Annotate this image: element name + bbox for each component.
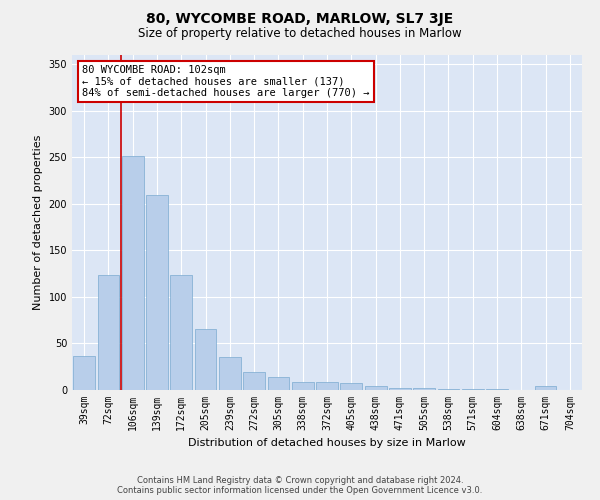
Bar xyxy=(146,194,168,390)
Bar xyxy=(316,382,338,390)
Bar xyxy=(122,156,143,390)
Bar xyxy=(73,356,95,390)
Text: 80, WYCOMBE ROAD, MARLOW, SL7 3JE: 80, WYCOMBE ROAD, MARLOW, SL7 3JE xyxy=(146,12,454,26)
Bar xyxy=(365,386,386,390)
Text: Contains HM Land Registry data © Crown copyright and database right 2024.
Contai: Contains HM Land Registry data © Crown c… xyxy=(118,476,482,495)
Bar xyxy=(219,358,241,390)
Bar xyxy=(462,389,484,390)
Bar xyxy=(340,382,362,390)
Y-axis label: Number of detached properties: Number of detached properties xyxy=(33,135,43,310)
Bar xyxy=(486,389,508,390)
Text: 80 WYCOMBE ROAD: 102sqm
← 15% of detached houses are smaller (137)
84% of semi-d: 80 WYCOMBE ROAD: 102sqm ← 15% of detache… xyxy=(82,65,370,98)
Bar xyxy=(170,274,192,390)
Bar xyxy=(97,274,119,390)
Bar xyxy=(413,388,435,390)
Bar xyxy=(243,372,265,390)
Bar xyxy=(292,382,314,390)
Text: Size of property relative to detached houses in Marlow: Size of property relative to detached ho… xyxy=(138,28,462,40)
Bar xyxy=(535,386,556,390)
Bar xyxy=(194,328,217,390)
Bar xyxy=(437,389,460,390)
Bar xyxy=(268,377,289,390)
Bar xyxy=(389,388,411,390)
X-axis label: Distribution of detached houses by size in Marlow: Distribution of detached houses by size … xyxy=(188,438,466,448)
